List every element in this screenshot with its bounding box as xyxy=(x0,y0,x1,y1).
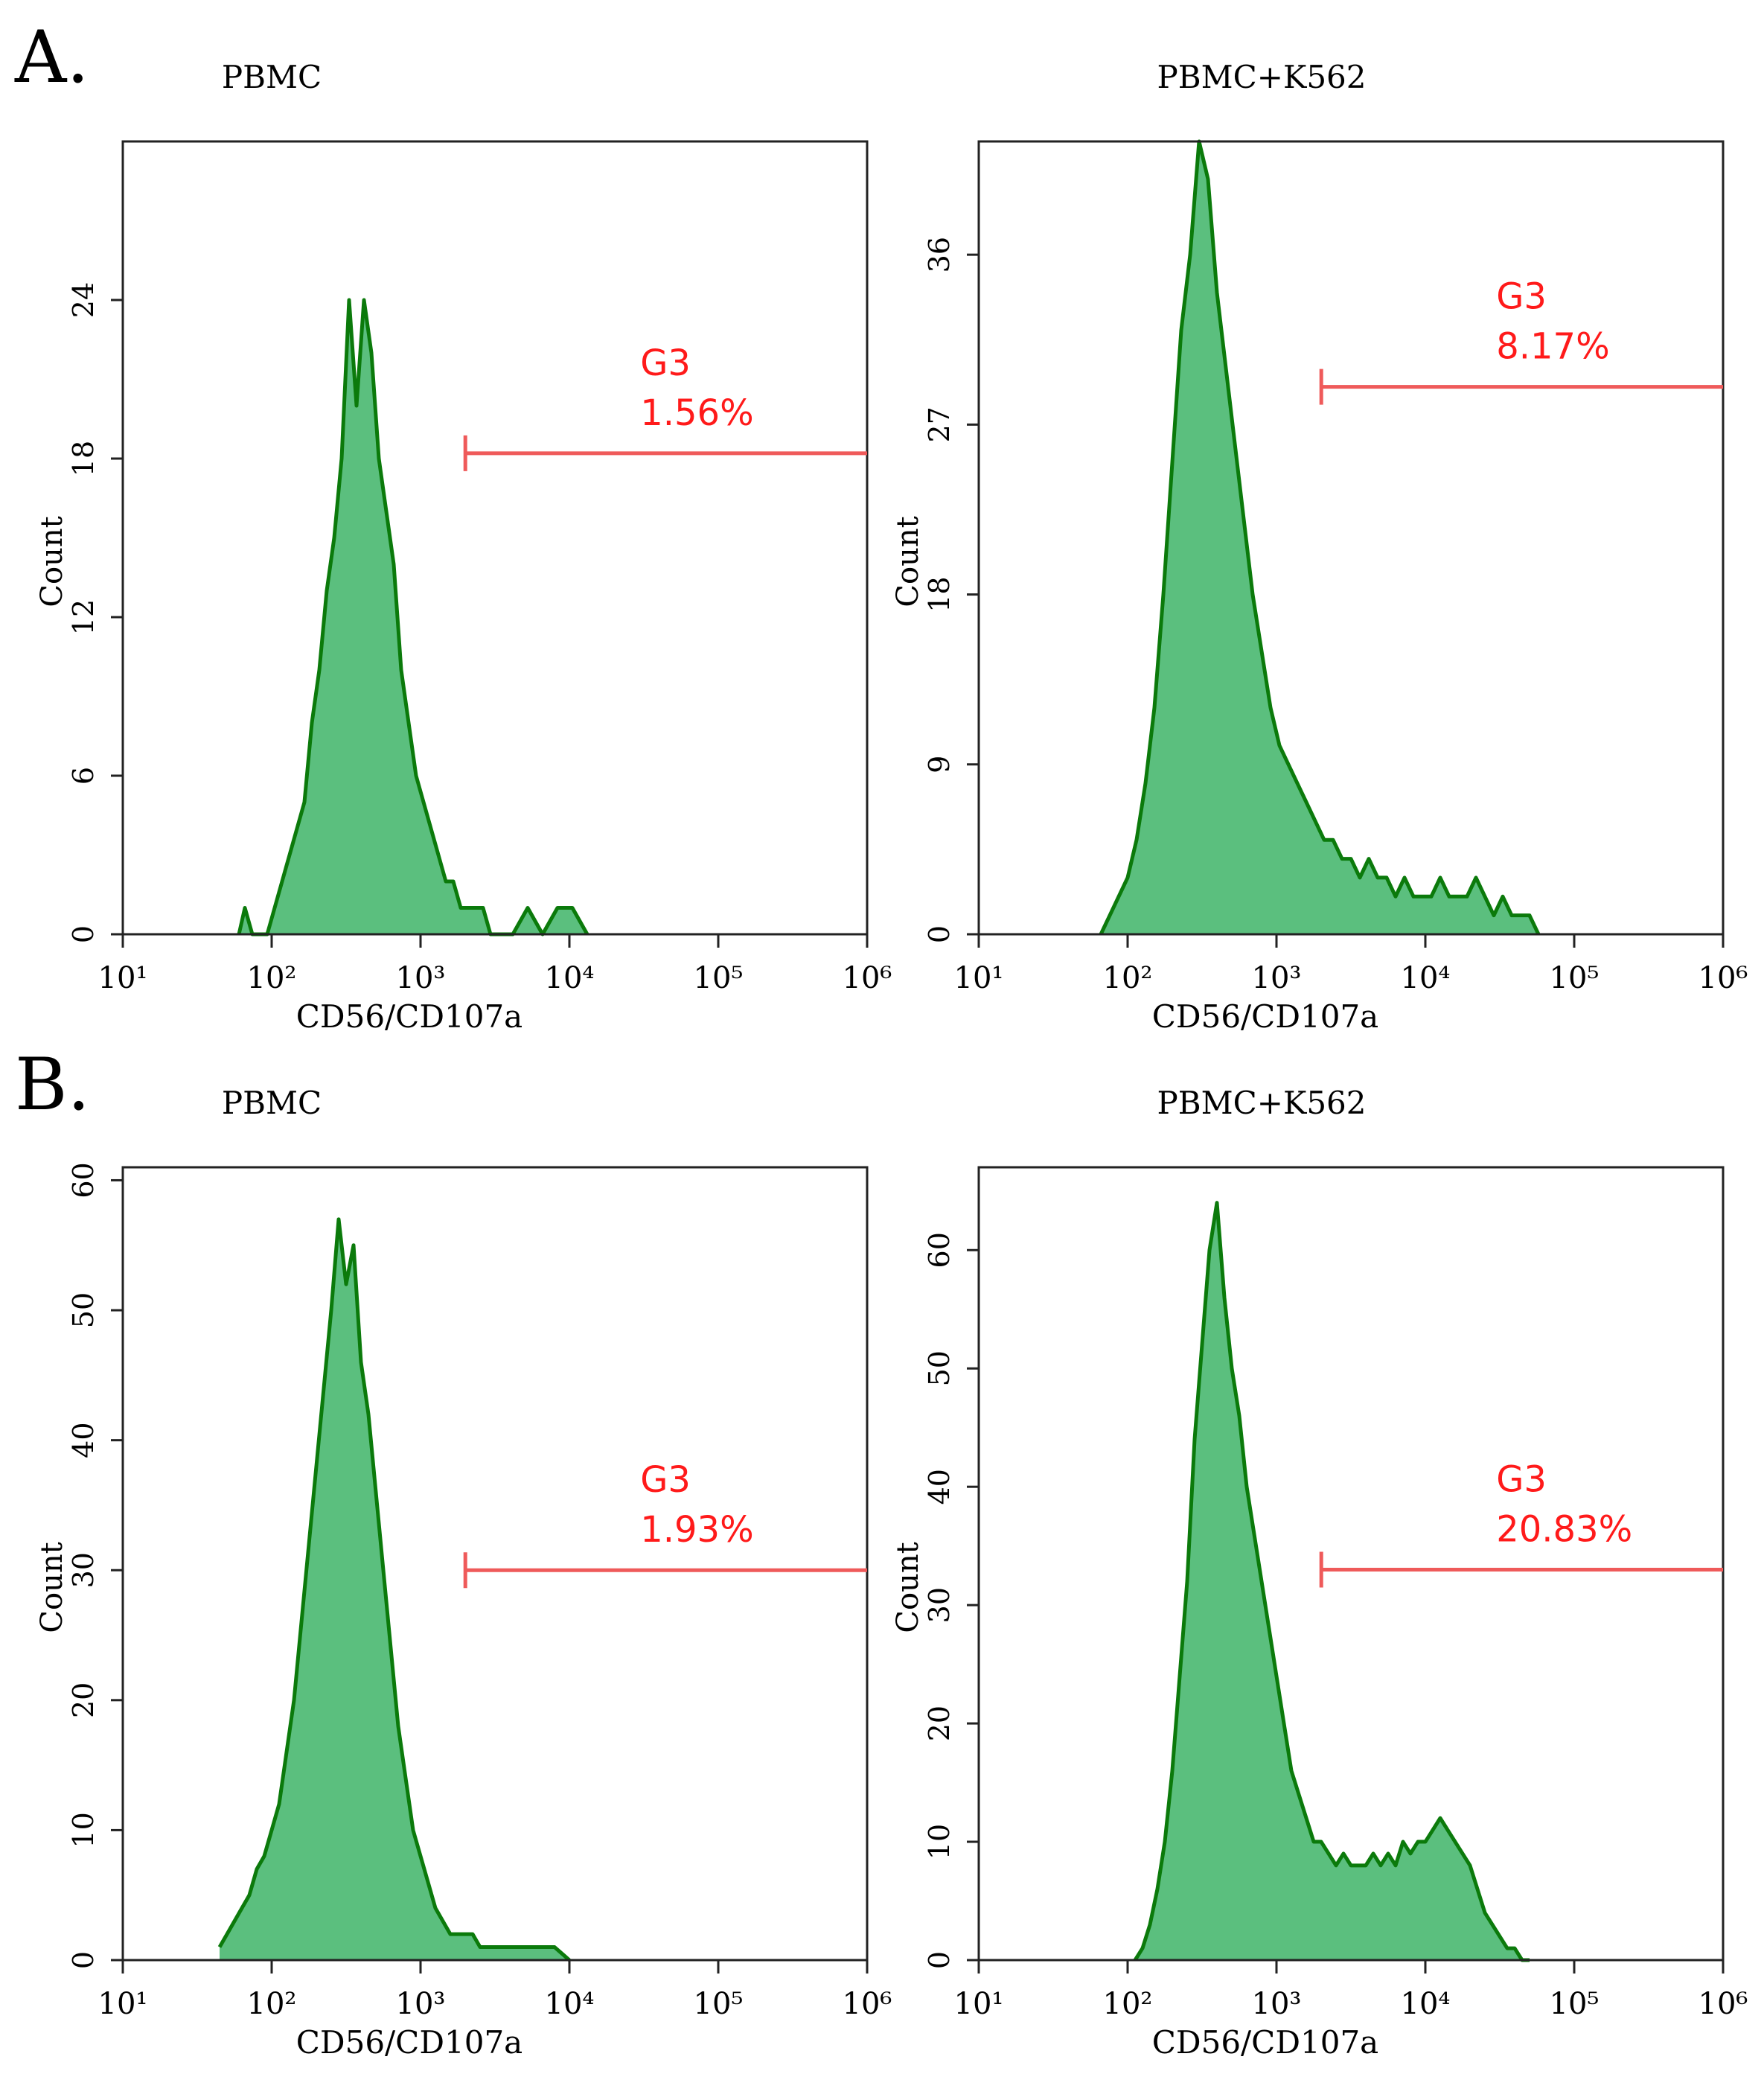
histogram-area xyxy=(1135,1202,1530,1960)
x-tick-label: 10² xyxy=(247,1987,297,2021)
y-tick-label: 40 xyxy=(67,1422,100,1458)
histogram-line xyxy=(1133,1201,1530,1962)
x-tick-label: 10² xyxy=(1103,961,1153,995)
y-tick-label: 24 xyxy=(67,282,100,318)
chart-B-left: PBMC 10¹ 10² 10³ 10⁴ 10⁵ 10⁶ CD56/CD107a 0 10 20 30… xyxy=(35,1085,892,2061)
chart-A-right: PBMC+K562 10¹ 10² 10³ 10⁴ 10⁵ 10⁶ CD56/CD107a 0 9… xyxy=(891,59,1748,1035)
x-tick-label: 10¹ xyxy=(98,1987,148,2021)
histogram-area xyxy=(1101,141,1538,934)
charts: PBMC 10¹ 10² 10³ 10⁴ 10⁵ 10⁶ CD56/CD107a 0 6 12 18 2… xyxy=(35,59,1748,2061)
x-tick-label: 10⁵ xyxy=(694,961,744,995)
x-axis-label: CD56/CD107a xyxy=(1152,2024,1378,2061)
x-tick-label: 10³ xyxy=(1252,961,1302,995)
x-tick-label: 10³ xyxy=(1252,1987,1302,2021)
x-tick-label: 10⁶ xyxy=(1699,961,1748,995)
panel-label-a: A. xyxy=(14,16,89,99)
plot-frame xyxy=(977,1166,1725,1962)
gate-name: G3 xyxy=(640,1459,691,1501)
x-tick-label: 10⁴ xyxy=(545,1987,595,2021)
y-tick-label: 30 xyxy=(67,1552,100,1588)
plot-frame xyxy=(977,140,1725,936)
gate-name: G3 xyxy=(1496,1458,1547,1500)
y-tick-label: 60 xyxy=(923,1232,956,1268)
plot-frame xyxy=(121,1166,869,1962)
x-axis-label: CD56/CD107a xyxy=(296,2024,523,2061)
x-tick-label: 10¹ xyxy=(954,961,1004,995)
x-tick-label: 10⁵ xyxy=(1550,1987,1600,2021)
gate-percent: 1.93% xyxy=(640,1509,753,1551)
y-tick-label: 18 xyxy=(67,441,100,476)
y-tick-label: 40 xyxy=(923,1469,956,1505)
x-tick-label: 10² xyxy=(1103,1987,1153,2021)
gate-percent: 1.56% xyxy=(640,392,753,434)
y-tick-label: 10 xyxy=(923,1824,956,1860)
histogram-area xyxy=(239,300,587,934)
y-tick-label: 0 xyxy=(67,1951,100,1969)
y-tick-label: 20 xyxy=(923,1706,956,1741)
x-tick-label: 10⁶ xyxy=(1699,1987,1748,2021)
y-tick-label: 10 xyxy=(67,1812,100,1848)
x-tick-label: 10⁶ xyxy=(843,1987,892,2021)
y-tick-label: 30 xyxy=(923,1587,956,1623)
y-tick-label: 50 xyxy=(923,1350,956,1386)
chart-B-right: PBMC+K562 10¹ 10² 10³ 10⁴ 10⁵ 10⁶ CD56/CD107a 0 1… xyxy=(891,1085,1748,2061)
y-tick-label: 0 xyxy=(923,1951,956,1969)
y-tick-label: 20 xyxy=(67,1682,100,1718)
x-tick-label: 10³ xyxy=(396,1987,446,2021)
y-tick-label: 12 xyxy=(67,599,100,635)
panel-label-b: B. xyxy=(15,1043,90,1126)
y-tick-label: 9 xyxy=(923,756,956,773)
y-tick-label: 27 xyxy=(923,406,956,442)
y-tick-label: 60 xyxy=(67,1162,100,1198)
y-axis-label: Count xyxy=(35,1542,69,1633)
x-tick-label: 10⁵ xyxy=(1550,961,1600,995)
gate-name: G3 xyxy=(640,342,691,384)
chart-title: PBMC xyxy=(222,59,322,95)
y-tick-label: 18 xyxy=(923,576,956,612)
x-tick-label: 10⁴ xyxy=(1401,961,1451,995)
gate-percent: 20.83% xyxy=(1496,1508,1632,1550)
y-tick-label: 0 xyxy=(67,925,100,943)
histogram-line xyxy=(1099,139,1541,936)
chart-title: PBMC xyxy=(222,1085,322,1121)
plot-frame xyxy=(121,140,869,936)
histogram-line xyxy=(217,1217,571,1962)
x-tick-label: 10¹ xyxy=(954,1987,1004,2021)
y-tick-label: 36 xyxy=(923,237,956,272)
x-tick-label: 10⁵ xyxy=(694,1987,744,2021)
y-axis-label: Count xyxy=(891,1542,925,1633)
x-axis-label: CD56/CD107a xyxy=(1152,998,1378,1035)
chart-A-left: PBMC 10¹ 10² 10³ 10⁴ 10⁵ 10⁶ CD56/CD107a 0 6 12 18 2… xyxy=(35,59,892,1035)
y-axis-label: Count xyxy=(35,516,69,607)
y-tick-label: 0 xyxy=(923,925,956,943)
chart-title: PBMC+K562 xyxy=(1157,59,1367,95)
x-tick-label: 10⁶ xyxy=(843,961,892,995)
gate-name: G3 xyxy=(1496,276,1547,318)
x-tick-label: 10² xyxy=(247,961,297,995)
histogram-area xyxy=(220,1219,569,1960)
y-axis-label: Count xyxy=(891,516,925,607)
x-axis-label: CD56/CD107a xyxy=(296,998,523,1035)
chart-title: PBMC+K562 xyxy=(1157,1085,1367,1121)
x-tick-label: 10⁴ xyxy=(1401,1987,1451,2021)
y-tick-label: 50 xyxy=(67,1292,100,1328)
x-tick-label: 10⁴ xyxy=(545,961,595,995)
y-tick-label: 6 xyxy=(67,767,100,785)
gate-percent: 8.17% xyxy=(1496,326,1609,368)
x-tick-label: 10¹ xyxy=(98,961,148,995)
x-tick-label: 10³ xyxy=(396,961,446,995)
